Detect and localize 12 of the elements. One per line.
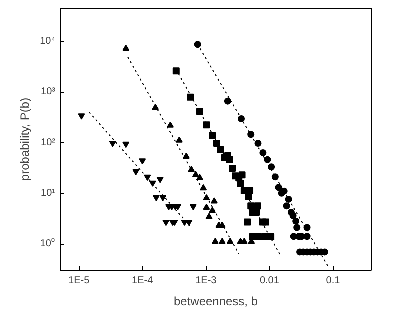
- x-axis-title: betweenness, b: [174, 294, 258, 308]
- y-tick-label: 10⁴: [40, 36, 56, 48]
- y-tick-label: 10⁰: [40, 238, 56, 250]
- y-axis-title: probability, P(b): [18, 98, 32, 182]
- y-tick-label: 10²: [41, 137, 56, 148]
- x-tick-label: 0.01: [260, 276, 280, 286]
- x-tick-label: 1E-5: [68, 276, 90, 286]
- x-tick-label: 0.1: [326, 276, 341, 286]
- x-tick-label: 1E-3: [196, 276, 218, 286]
- y-tick-label: 10³: [41, 86, 56, 98]
- x-tick-label: 1E-4: [132, 276, 154, 286]
- y-tick-label: 10¹: [41, 188, 56, 199]
